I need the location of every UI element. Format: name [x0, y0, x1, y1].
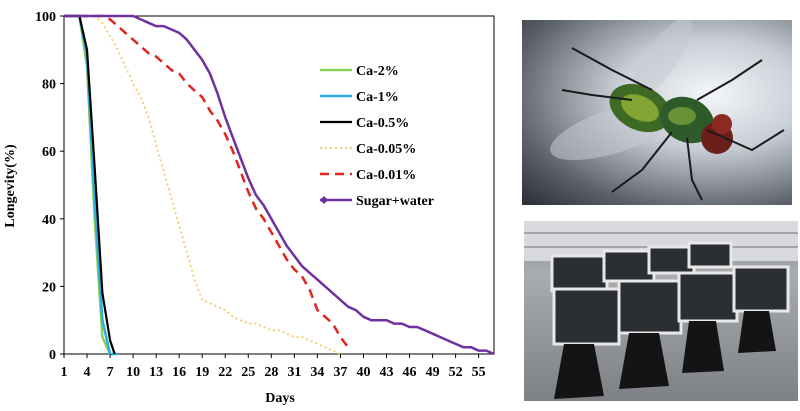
cage-icon: [524, 221, 798, 399]
x-axis-label: Days: [265, 391, 295, 406]
x-tick-label: 22: [218, 365, 232, 380]
plot-frame: [63, 15, 495, 355]
series-line-1: [64, 14, 118, 356]
x-tick-label: 55: [472, 365, 486, 380]
series-line-4: [64, 14, 350, 348]
x-tick-label: 19: [195, 365, 209, 380]
legend-marker: [320, 196, 328, 204]
fly-photo: [522, 20, 792, 205]
x-tick-label: 49: [426, 365, 440, 380]
y-tick-label: 100: [35, 10, 56, 25]
y-tick-label: 20: [42, 280, 56, 295]
x-tick-label: 7: [107, 365, 114, 380]
x-tick-label: 37: [333, 365, 347, 380]
x-tick-label: 52: [449, 365, 463, 380]
fly-icon: [550, 20, 785, 201]
longevity-chart: 0 20 40 60 80 100 1 4 7 10 13 16 19 22 25 28 31 34 37 40 43 4…: [3, 10, 495, 406]
x-tick-label: 25: [241, 365, 255, 380]
x-tick-label: 4: [84, 365, 91, 380]
x-tick-label: 31: [287, 365, 301, 380]
y-tick-label: 60: [42, 145, 56, 160]
series-line-0: [64, 14, 118, 356]
y-tick-label: 40: [42, 213, 56, 228]
series-layer: [64, 14, 495, 356]
x-tick-label: 13: [149, 365, 163, 380]
legend-label: Ca-1%: [356, 90, 399, 105]
legend: Ca-2% Ca-1% Ca-0.5% Ca-0.05% Ca-0.01% Sugar+w…: [320, 64, 434, 209]
legend-label: Ca-2%: [356, 64, 399, 79]
y-tick-label: 80: [42, 78, 56, 93]
x-tick-label: 43: [380, 365, 394, 380]
x-tick-label: 10: [126, 365, 140, 380]
x-tick-label: 28: [264, 365, 278, 380]
x-tick-label: 34: [310, 365, 324, 380]
series-line-5: [64, 14, 495, 356]
x-tick-label: 46: [403, 365, 417, 380]
series-line-3: [64, 15, 341, 355]
legend-label: Sugar+water: [356, 194, 434, 209]
legend-label: Ca-0.5%: [356, 116, 409, 131]
axes-layer: [63, 15, 495, 355]
legend-label: Ca-0.01%: [356, 168, 416, 183]
y-tick-label: 0: [49, 348, 56, 363]
series-line-2: [64, 14, 116, 355]
x-tick-label: 1: [61, 365, 68, 380]
x-tick-label: 16: [172, 365, 186, 380]
legend-label: Ca-0.05%: [356, 142, 416, 157]
x-tick-label: 40: [356, 365, 370, 380]
tick-layer: 0 20 40 60 80 100 1 4 7 10 13 16 19 22 25 28 31 34 37 40 43 4…: [35, 10, 486, 380]
cages-photo: [524, 221, 798, 401]
y-axis-label: Longevity(%): [3, 144, 18, 228]
